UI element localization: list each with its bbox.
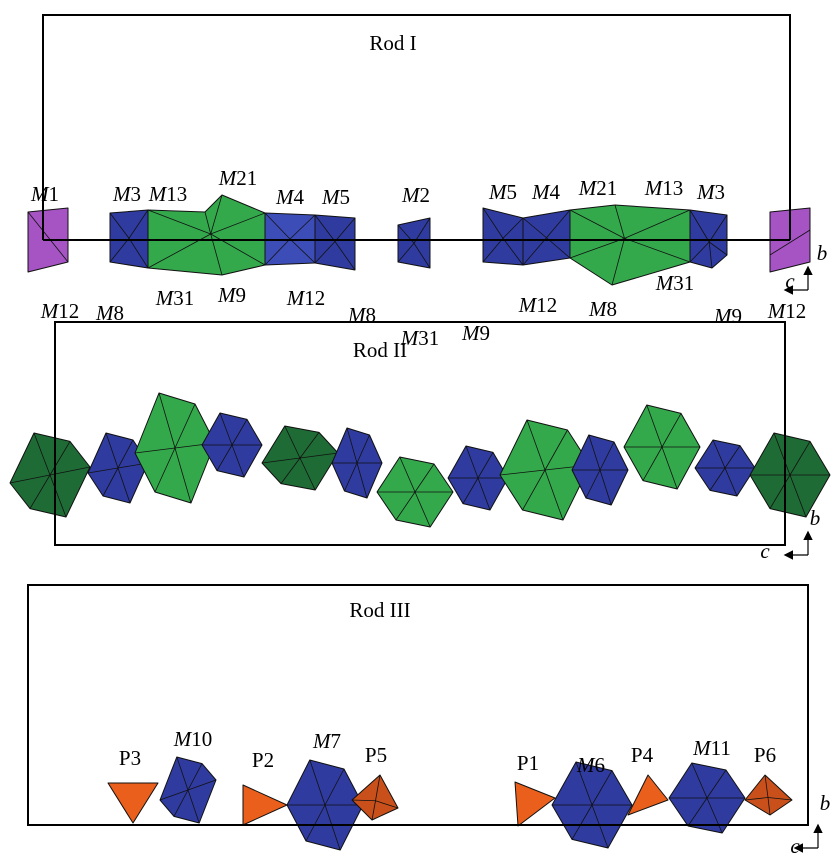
- axis-label: b: [820, 791, 831, 815]
- rod-title: Rod I: [369, 31, 416, 55]
- polyhedron-label: M8: [95, 301, 124, 325]
- polyhedron-label: M13: [644, 176, 684, 200]
- polyhedron-label: M4: [531, 180, 561, 204]
- axis-label: c: [760, 539, 770, 563]
- polyhedron-label: P6: [754, 743, 776, 767]
- polyhedron-label: M31: [655, 271, 695, 295]
- polyhedron-label: P4: [631, 743, 654, 767]
- polyhedron-label: M13: [148, 182, 188, 206]
- polyhedron-label: M9: [461, 321, 490, 345]
- polyhedron-label: M7: [312, 729, 341, 753]
- polyhedron-label: M3: [112, 182, 141, 206]
- polyhedron-label: M8: [347, 303, 376, 327]
- polyhedron-label: M31: [400, 326, 440, 350]
- polyhedron-label: M6: [576, 753, 605, 777]
- polyhedron-label: M8: [588, 297, 617, 321]
- polyhedron-label: M21: [578, 176, 618, 200]
- polyhedron-label: M12: [518, 293, 558, 317]
- polyhedron-label: M9: [713, 304, 742, 328]
- polyhedron: [745, 775, 792, 815]
- polyhedron-label: P3: [119, 746, 141, 770]
- polyhedron-label: M5: [321, 185, 350, 209]
- polyhedron-label: M5: [488, 180, 517, 204]
- rod-title: Rod II: [353, 338, 407, 362]
- polyhedron: [243, 785, 287, 825]
- rod-title: Rod III: [349, 598, 410, 622]
- axis-label: b: [810, 506, 821, 530]
- polyhedron: [628, 775, 668, 815]
- polyhedron-label: M31: [155, 286, 195, 310]
- axis-label: c: [785, 269, 795, 293]
- polyhedron-label: M2: [401, 183, 430, 207]
- polyhedron-label: M12: [40, 299, 80, 323]
- polyhedron-label: M9: [217, 283, 246, 307]
- polyhedron-label: P2: [252, 748, 274, 772]
- polyhedron-label: M11: [692, 736, 731, 760]
- polyhedron-label: M21: [218, 166, 258, 190]
- polyhedron: [515, 782, 555, 826]
- polyhedron: [148, 195, 265, 275]
- polyhedron-label: M3: [696, 180, 725, 204]
- figure: Rod IM1M3M13M21M4M5M2M5M4M21M13M3bcRod I…: [0, 0, 835, 855]
- polyhedron-label: M12: [767, 299, 807, 323]
- polyhedron-label: M12: [286, 286, 326, 310]
- axis-label: b: [817, 241, 828, 265]
- polyhedron: [108, 783, 158, 823]
- polyhedron-label: M10: [173, 727, 213, 751]
- polyhedron-label: P5: [365, 743, 387, 767]
- axis-label: c: [790, 834, 800, 855]
- polyhedron-label: M4: [275, 185, 305, 209]
- polyhedron-label: P1: [517, 751, 539, 775]
- polyhedron-label: M1: [30, 182, 59, 206]
